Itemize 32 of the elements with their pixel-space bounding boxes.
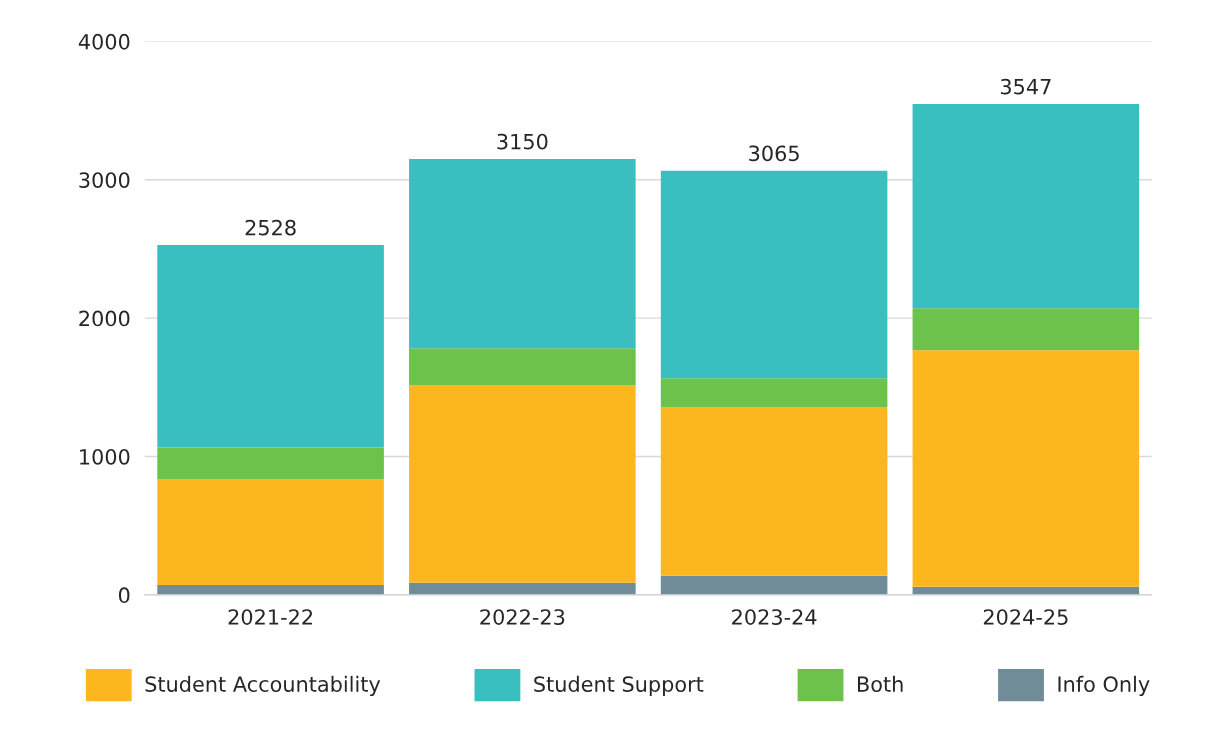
bar <box>660 407 888 576</box>
bar <box>157 584 384 595</box>
bar <box>912 350 1140 587</box>
bar <box>157 245 384 448</box>
bar <box>912 308 1140 351</box>
bar <box>660 170 888 379</box>
bar <box>660 575 888 595</box>
total-label: 2528 <box>245 219 296 236</box>
total-label: 3150 <box>497 133 548 150</box>
x-tick-label: 2022-23 <box>480 609 565 625</box>
legend-label: Info Only <box>1058 675 1150 697</box>
legend-label: Both <box>857 675 903 692</box>
legend-label: Student Accountability <box>145 675 381 697</box>
y-tick-label: 1000 <box>80 448 130 465</box>
bar <box>157 447 384 480</box>
total-label: 3065 <box>749 145 799 162</box>
bar <box>157 479 384 585</box>
total-label: 3547 <box>1000 78 1051 95</box>
y-tick-label: 0 <box>118 587 130 604</box>
bar <box>409 582 636 595</box>
bar <box>409 385 636 583</box>
x-tick-label: 2023-24 <box>732 609 817 625</box>
x-tick-label: 2024-25 <box>983 609 1068 625</box>
bar <box>912 104 1140 309</box>
y-tick-label: 4000 <box>78 33 130 50</box>
legend-label: Student Support <box>534 675 704 697</box>
bar <box>660 378 888 408</box>
bar <box>409 159 636 349</box>
x-tick-label: 2021-22 <box>228 609 313 625</box>
y-tick-label: 3000 <box>79 172 130 188</box>
y-tick-label: 2000 <box>79 310 130 327</box>
bar <box>409 348 636 386</box>
